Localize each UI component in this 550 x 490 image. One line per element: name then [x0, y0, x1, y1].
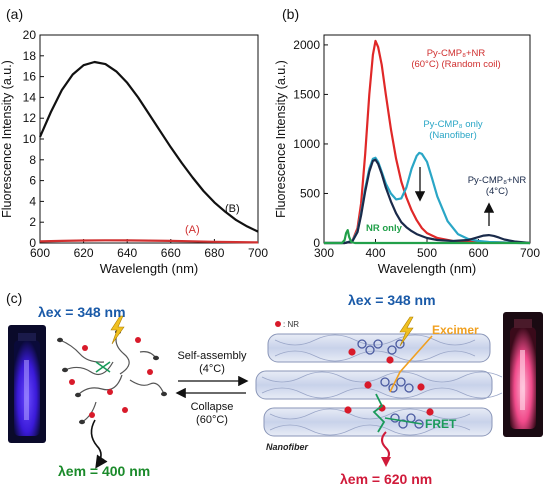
- annotation-navy-line2: (4°C): [486, 186, 508, 197]
- chart-1-xtick-label: 300: [314, 246, 334, 260]
- pyrene-cross-icon: [95, 361, 111, 373]
- chart-0-xtick-label: 600: [30, 246, 50, 260]
- chart-0-series-0-line: [38, 60, 259, 233]
- collapse-temp: (60°C): [196, 414, 228, 426]
- lambda-ex-left: λex = 348 nm: [38, 304, 126, 320]
- self-assembly-temp: (4°C): [199, 363, 225, 375]
- annotation-cyan-line1: Py-CMP₈ only: [423, 119, 483, 130]
- chart-1-ytick-label: 500: [300, 186, 320, 200]
- chart-0-ytick-label: 4: [29, 194, 36, 208]
- nanofiber-label: Nanofiber: [266, 442, 309, 452]
- vial-blue: [8, 325, 46, 443]
- nr-dots-right: [344, 348, 434, 416]
- chart-0-xtick-label: 640: [117, 246, 137, 260]
- lightning-icon-right: [399, 316, 414, 347]
- lambda-em-right: λem = 620 nm: [340, 471, 432, 487]
- lambda-em-left: λem = 400 nm: [58, 463, 150, 479]
- chart-0-ytick-label: 16: [23, 70, 37, 84]
- chart-1-ytick-label: 1000: [293, 137, 320, 151]
- chart-1-series-2-line: [324, 158, 531, 245]
- chart-0-ytick-label: 10: [23, 132, 37, 146]
- panel-label-a: (a): [6, 6, 23, 22]
- annotation-navy-line1: Py-CMP₈+NR: [468, 175, 527, 186]
- chart-1-xtick-label: 400: [365, 246, 385, 260]
- chart-1-ytick-label: 2000: [293, 38, 320, 52]
- lightning-icon-left: [110, 315, 125, 345]
- series-label-b: (B): [225, 203, 240, 215]
- vial-pink: [503, 312, 543, 437]
- chart-1-x-axis-label: Wavelength (nm): [378, 261, 477, 276]
- nanofiber-bundle: [255, 333, 503, 437]
- chart-0-ytick-label: 0: [29, 236, 36, 250]
- annotation-green: NR only: [366, 223, 403, 234]
- panel-label-c: (c): [6, 290, 22, 306]
- fret-arrow: [372, 393, 386, 433]
- nr-dots-left: [69, 337, 153, 418]
- chart-0-xtick-label: 620: [74, 246, 94, 260]
- chart-1-series-3-line: [324, 229, 530, 245]
- fret-pointer: [384, 417, 423, 425]
- chart-0-ytick-label: 12: [23, 111, 37, 125]
- chart-1-xtick-label: 500: [417, 246, 437, 260]
- collapse-label: Collapse: [191, 401, 234, 413]
- fret-label: FRET: [425, 417, 457, 431]
- chart-1-series-0-line: [324, 39, 531, 245]
- chart-0-ytick-label: 8: [29, 153, 36, 167]
- chart-1-ytick-label: 1500: [293, 87, 320, 101]
- random-coil-molecules: [59, 331, 165, 423]
- lambda-ex-right: λex = 348 nm: [348, 292, 436, 308]
- annotation-cyan: Py-CMP₈ only (Nanofiber): [423, 119, 483, 141]
- nr-legend-dot: [275, 321, 281, 327]
- chart-0-ytick-label: 6: [29, 174, 36, 188]
- chart-0-y-axis-label: Fluorescence Intensity (a.u.): [0, 60, 14, 218]
- emission-arrow-left: [90, 419, 108, 469]
- annotation-cyan-line2: (Nanofiber): [429, 130, 477, 141]
- annotation-navy: Py-CMP₈+NR (4°C): [468, 175, 527, 197]
- chart-0-ytick-label: 18: [23, 49, 37, 63]
- annotation-red-line1: Py-CMP₈+NR: [427, 48, 486, 59]
- chart-0-ytick-label: 2: [29, 215, 36, 229]
- series-label-a: (A): [185, 224, 200, 236]
- chart-1-xtick-label: 600: [468, 246, 488, 260]
- emission-arrow-right-head: [381, 457, 391, 467]
- annotation-red-line2: (60°C) (Random coil): [411, 59, 500, 70]
- chart-0-ytick-label: 20: [23, 28, 37, 42]
- chart-0-ytick-label: 14: [23, 90, 37, 104]
- chart-1-series-1-line: [324, 151, 530, 245]
- self-assembly-label: Self-assembly: [177, 350, 247, 362]
- chart-0-xtick-label: 660: [161, 246, 181, 260]
- scheme: λex = 348 nm λem = 400 nm Self-assembly …: [8, 292, 543, 487]
- chart-1-xtick-label: 700: [520, 246, 540, 260]
- chart-0-x-axis-label: Wavelength (nm): [100, 261, 199, 276]
- chart-1-ytick-label: 0: [313, 236, 320, 250]
- chart-1-y-axis-label: Fluorescence Intensity (a.u.): [274, 60, 288, 218]
- chart-a: 600 620 640 660 680 700 0 2 4 6 8 10 12 14 16 18 20 Wavel…: [0, 28, 268, 276]
- chart-b: 300 400 500 600 700 0 500 1000 1500 2000 Wavelengt…: [274, 34, 540, 276]
- emission-arrow-right: [381, 431, 390, 461]
- panel-label-b: (b): [282, 6, 299, 22]
- excimer-label: Excimer: [432, 323, 479, 337]
- chart-0-xtick-label: 700: [248, 246, 268, 260]
- annotation-red: Py-CMP₈+NR (60°C) (Random coil): [411, 48, 500, 70]
- excimer-pointer: [389, 335, 433, 393]
- chart-0-series-1-line: [39, 239, 259, 244]
- nr-legend-label: : NR: [283, 320, 299, 329]
- chart-0-xtick-label: 680: [204, 246, 224, 260]
